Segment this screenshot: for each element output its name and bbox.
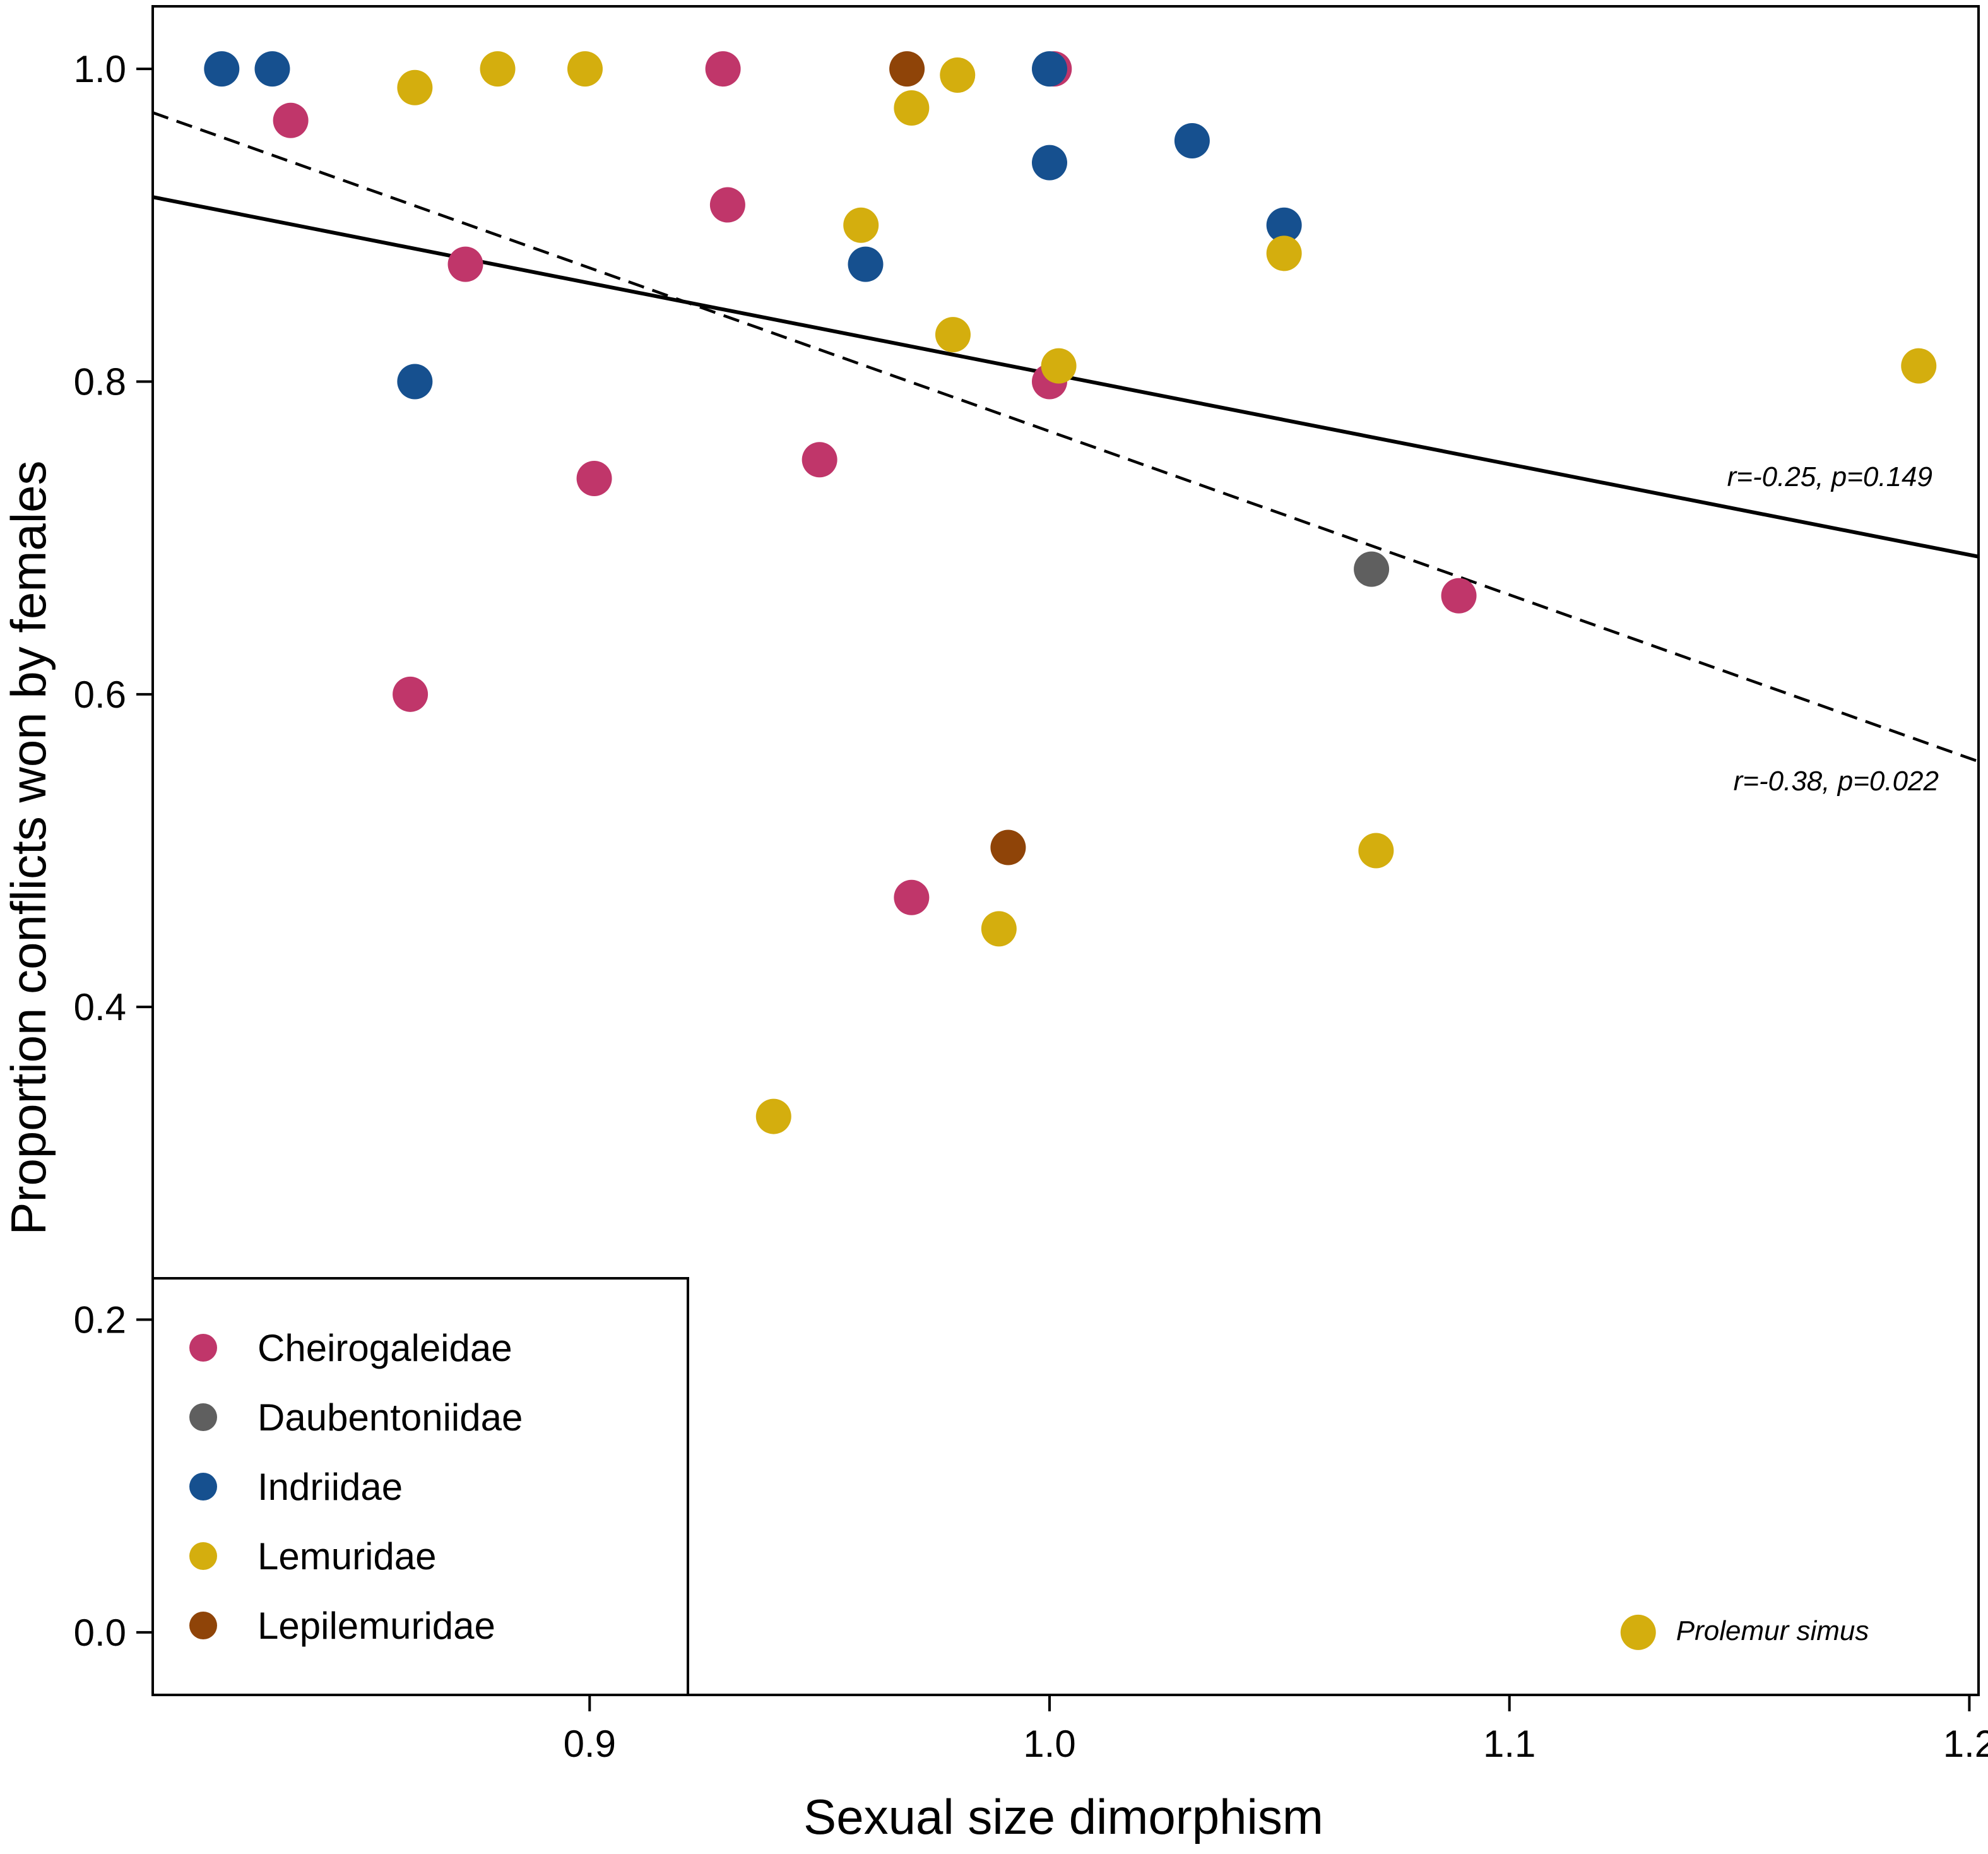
- x-tick-label: 0.9: [564, 1723, 616, 1765]
- fit-annotation-solid: r=-0.25, p=0.149: [1727, 461, 1932, 492]
- data-point-lemuridae: [935, 317, 971, 353]
- y-axis-title: Proportion conflicts won by females: [1, 461, 56, 1235]
- data-point-indriidae: [204, 51, 240, 87]
- legend-label-lepilemuridae: Lepilemuridae: [257, 1605, 495, 1647]
- data-point-lemuridae: [1901, 348, 1937, 384]
- data-point-cheirogaleidae: [1441, 578, 1477, 614]
- legend-box: [151, 1277, 689, 1696]
- legend-swatch-daubentoniidae: [189, 1403, 217, 1431]
- legend-label-indriidae: Indriidae: [257, 1466, 403, 1508]
- data-point-cheirogaleidae: [705, 51, 741, 87]
- data-point-cheirogaleidae: [393, 676, 429, 712]
- legend-label-daubentoniidae: Daubentoniidae: [257, 1396, 523, 1439]
- data-point-indriidae: [1031, 51, 1067, 87]
- legend-layer: Cheirogaleidae Daubentoniidae Indriidae Lem…: [151, 1277, 689, 1696]
- data-point-cheirogaleidae: [802, 442, 837, 478]
- data-point-cheirogaleidae: [447, 246, 483, 282]
- x-axis-title: Sexual size dimorphism: [803, 1789, 1323, 1845]
- data-point-lemuridae: [1041, 348, 1077, 384]
- y-tick-label: 0.8: [74, 360, 126, 403]
- x-tick-label: 1.2: [1943, 1723, 1988, 1765]
- x-tick-label: 1.0: [1023, 1723, 1075, 1765]
- data-point-lemuridae: [894, 90, 930, 126]
- data-point-lemuridae: [1266, 235, 1302, 271]
- data-point-lemuridae: [480, 51, 516, 87]
- data-point-indriidae: [1174, 123, 1210, 159]
- data-point-lemuridae: [981, 911, 1017, 947]
- axis-layer: 0.9 1.0 1.1 1.2 0.0 0.2 0.4 0.6 0.8 1.0: [74, 5, 1988, 1765]
- special-point-label: Prolemur simus: [1676, 1615, 1869, 1646]
- legend-label-lemuridae: Lemuridae: [257, 1535, 437, 1578]
- legend-swatch-lepilemuridae: [189, 1612, 217, 1639]
- y-tick-label: 0.2: [74, 1299, 126, 1341]
- data-point-daubentoniidae: [1354, 551, 1390, 587]
- data-point-cheirogaleidae: [894, 879, 930, 915]
- plot-border: [151, 5, 1980, 1696]
- data-point-lemuridae: [755, 1098, 791, 1134]
- data-point-lemuridae: [397, 69, 433, 105]
- data-point-cheirogaleidae: [273, 102, 309, 138]
- data-point-indriidae: [254, 51, 290, 87]
- x-tick-label: 1.1: [1483, 1723, 1535, 1765]
- fit-annotation-dashed: r=-0.38, p=0.022: [1734, 766, 1939, 797]
- data-point-cheirogaleidae: [576, 461, 612, 497]
- legend-swatch-lemuridae: [189, 1542, 217, 1570]
- legend-swatch-indriidae: [189, 1473, 217, 1500]
- data-point-indriidae: [1266, 207, 1302, 243]
- data-point-lemuridae: [940, 57, 976, 93]
- y-tick-label: 0.4: [74, 986, 126, 1028]
- fit-line-dashed: [153, 111, 1979, 763]
- legend-label-cheirogaleidae: Cheirogaleidae: [257, 1327, 512, 1369]
- data-point-indriidae: [1031, 145, 1067, 181]
- plot-layer: r=-0.25, p=0.149 r=-0.38, p=0.022 Prolemur…: [153, 51, 1979, 1650]
- special-point: [1620, 1614, 1656, 1650]
- data-point-cheirogaleidae: [709, 187, 745, 223]
- legend-swatch-cheirogaleidae: [189, 1334, 217, 1362]
- y-tick-label: 0.6: [74, 674, 126, 716]
- data-point-lemuridae: [843, 207, 879, 243]
- data-point-lepilemuridae: [889, 51, 925, 87]
- data-point-lemuridae: [567, 51, 603, 87]
- data-point-indriidae: [397, 364, 433, 400]
- y-tick-label: 1.0: [74, 48, 126, 90]
- data-point-indriidae: [848, 246, 884, 282]
- data-point-lemuridae: [1358, 833, 1394, 869]
- data-point-lepilemuridae: [990, 829, 1026, 865]
- y-tick-label: 0.0: [74, 1612, 126, 1654]
